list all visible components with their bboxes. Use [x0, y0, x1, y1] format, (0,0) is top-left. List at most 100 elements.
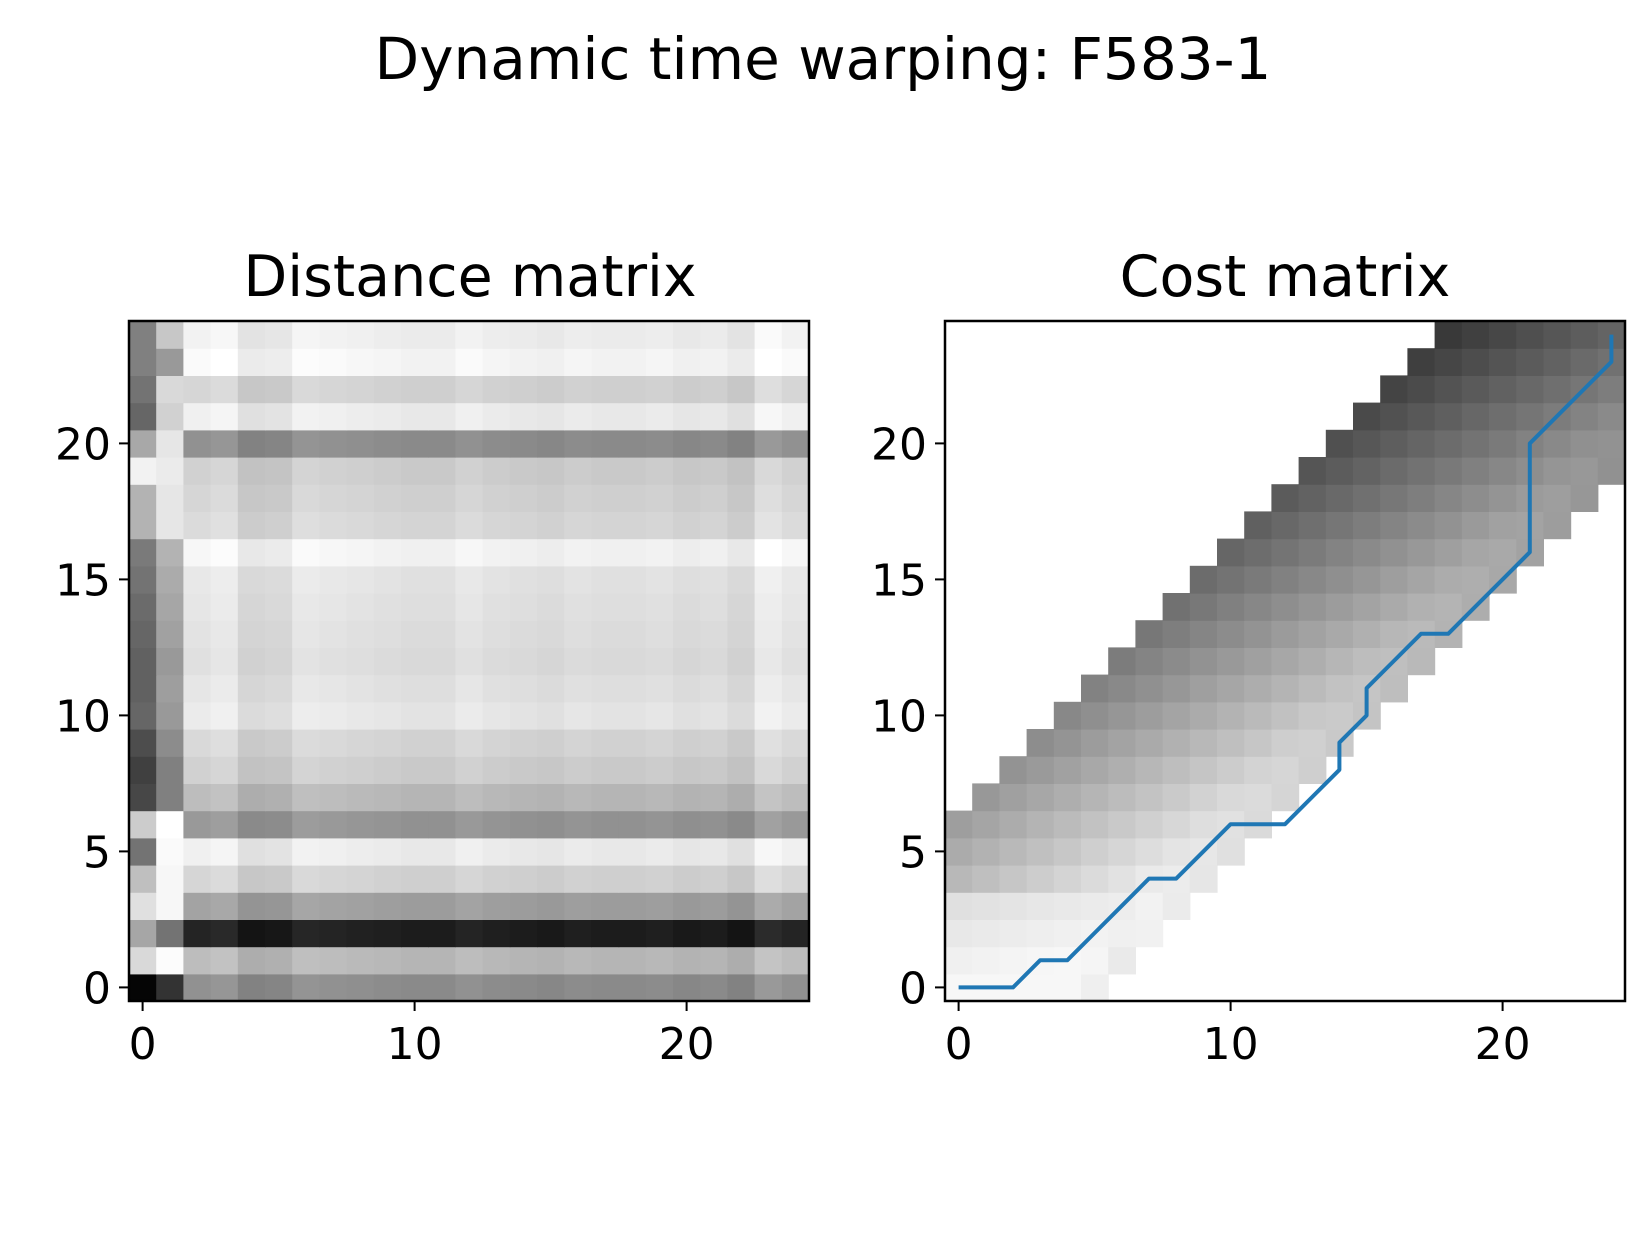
distance-cell — [346, 457, 375, 485]
cost-cell — [1325, 674, 1354, 703]
distance-cell — [428, 457, 456, 485]
distance-cell — [265, 565, 293, 594]
distance-cell — [319, 946, 348, 975]
distance-cell — [401, 973, 429, 1002]
distance-cell — [428, 865, 456, 893]
cost-cell — [1407, 511, 1436, 540]
distance-cell — [292, 973, 320, 1002]
distance-cell — [401, 892, 429, 920]
distance-cell — [156, 783, 184, 812]
distance-cell — [700, 973, 728, 1002]
distance-cell — [129, 538, 157, 567]
distance-cell — [618, 729, 647, 757]
distance-cell — [346, 375, 375, 404]
distance-cell — [401, 511, 429, 540]
distance-cell — [129, 729, 157, 757]
distance-cell — [237, 321, 266, 349]
distance-cell — [564, 321, 592, 349]
distance-cell — [265, 429, 293, 458]
distance-cell — [700, 402, 728, 431]
distance-cell — [129, 321, 157, 349]
distance-cell — [700, 565, 728, 594]
distance-cell — [156, 511, 184, 540]
distance-cell — [727, 565, 756, 594]
cost-cell — [1353, 429, 1381, 458]
distance-cell — [319, 593, 348, 621]
distance-cell — [482, 321, 511, 349]
cost-cell — [1189, 674, 1218, 703]
distance-cell — [455, 946, 484, 975]
cost-cell — [1244, 729, 1272, 757]
distance-cell — [210, 756, 239, 784]
cost-cell — [1461, 375, 1490, 404]
cost-cell — [1298, 756, 1327, 784]
distance-cell — [509, 375, 538, 404]
distance-cell — [564, 973, 592, 1002]
cost-cell — [1271, 620, 1300, 648]
cost-cell — [1298, 701, 1327, 730]
distance-cell — [781, 701, 810, 730]
distance-cell — [727, 457, 756, 485]
distance-cell — [618, 511, 647, 540]
distance-cell — [754, 647, 783, 676]
distance-cell — [210, 538, 239, 567]
cost-cell — [1407, 402, 1436, 431]
cost-cell — [1135, 674, 1164, 703]
distance-cell — [781, 593, 810, 621]
cost-cell — [1407, 484, 1436, 512]
distance-cell — [401, 783, 429, 812]
cost-cell — [1026, 783, 1055, 812]
distance-cell — [183, 729, 212, 757]
cost-cell — [1081, 865, 1109, 893]
distance-cell — [401, 593, 429, 621]
cost-cell — [1135, 647, 1164, 676]
distance-cell — [210, 973, 239, 1002]
cost-cell — [1325, 701, 1354, 730]
distance-cell — [537, 511, 565, 540]
distance-cell — [129, 593, 157, 621]
distance-cell — [537, 892, 565, 920]
distance-cell — [292, 810, 320, 839]
distance-cell — [428, 701, 456, 730]
cost-cell — [1108, 756, 1136, 784]
cost-cell — [1380, 538, 1408, 567]
distance-cell — [727, 375, 756, 404]
distance-cell — [319, 810, 348, 839]
distance-cell — [645, 837, 674, 866]
distance-cell — [754, 620, 783, 648]
cost-cell — [1380, 511, 1408, 540]
cost-cell — [1217, 538, 1245, 567]
distance-cell — [727, 865, 756, 893]
distance-cell — [346, 701, 375, 730]
distance-cell — [319, 756, 348, 784]
distance-cell — [237, 484, 266, 512]
distance-cell — [537, 756, 565, 784]
distance-cell — [591, 375, 620, 404]
distance-cell — [509, 701, 538, 730]
cost-cell — [1597, 375, 1626, 404]
distance-cell — [754, 756, 783, 784]
distance-cell — [700, 919, 728, 948]
distance-cell — [346, 756, 375, 784]
distance-cell — [373, 674, 402, 703]
distance-cell — [482, 348, 511, 376]
distance-cell — [537, 674, 565, 703]
distance-cell — [781, 729, 810, 757]
cost-cell — [1353, 484, 1381, 512]
distance-cell — [727, 402, 756, 431]
cost-cell — [1053, 865, 1082, 893]
cost-cell — [1189, 620, 1218, 648]
distance-cell — [156, 865, 184, 893]
distance-cell — [237, 837, 266, 866]
distance-cell — [618, 593, 647, 621]
distance-cell — [754, 973, 783, 1002]
distance-cell — [210, 429, 239, 458]
distance-cell — [673, 946, 701, 975]
cost-cell — [1244, 593, 1272, 621]
distance-cell — [591, 946, 620, 975]
cost-cell — [1271, 729, 1300, 757]
distance-cell — [428, 647, 456, 676]
distance-cell — [428, 348, 456, 376]
distance-cell — [754, 593, 783, 621]
cost-cell — [1053, 973, 1082, 1002]
